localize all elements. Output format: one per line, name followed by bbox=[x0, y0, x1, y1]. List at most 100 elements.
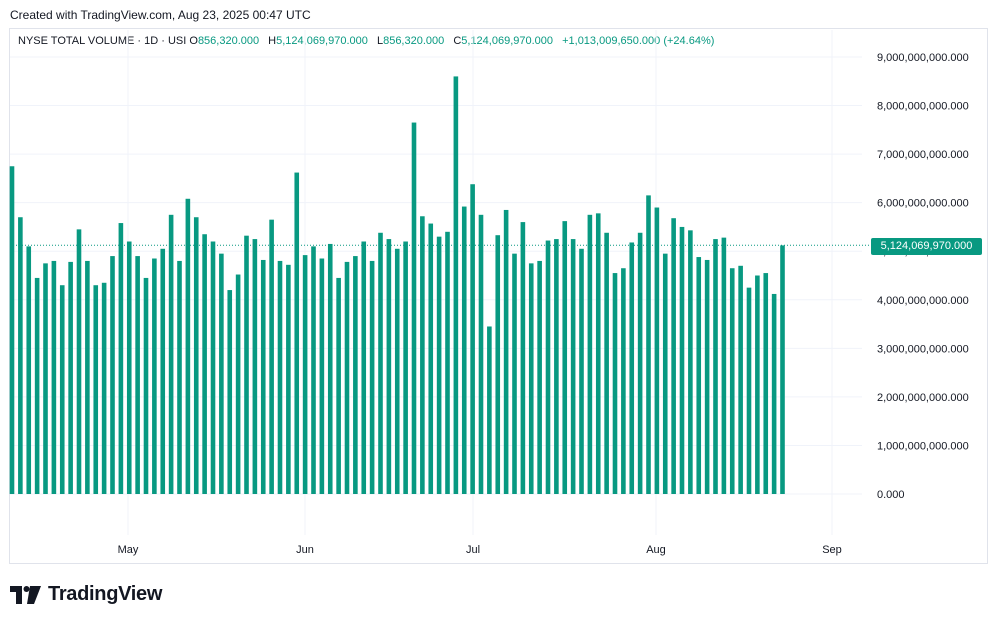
volume-bar[interactable] bbox=[662, 253, 668, 494]
low-key: L bbox=[376, 35, 384, 47]
volume-bar[interactable] bbox=[43, 263, 48, 494]
volume-bar[interactable] bbox=[512, 253, 517, 494]
volume-bar[interactable] bbox=[110, 256, 115, 494]
volume-bar[interactable] bbox=[227, 290, 233, 494]
volume-bar[interactable] bbox=[152, 258, 157, 494]
volume-bar[interactable] bbox=[520, 222, 526, 494]
volume-bar[interactable] bbox=[302, 255, 308, 494]
volume-bar[interactable] bbox=[59, 285, 65, 494]
volume-bar[interactable] bbox=[453, 76, 459, 495]
volume-bar[interactable] bbox=[260, 259, 266, 494]
volume-bar[interactable] bbox=[26, 246, 32, 494]
volume-bar[interactable] bbox=[202, 234, 207, 495]
volume-bar[interactable] bbox=[319, 258, 325, 494]
volume-bar[interactable] bbox=[461, 206, 467, 495]
volume-bar[interactable] bbox=[528, 263, 534, 494]
volume-bar[interactable] bbox=[771, 293, 777, 494]
volume-bar[interactable] bbox=[394, 248, 400, 494]
volume-bar[interactable] bbox=[18, 217, 23, 495]
volume-bar[interactable] bbox=[688, 230, 693, 494]
volume-bar[interactable] bbox=[210, 241, 216, 494]
chart-frame[interactable] bbox=[9, 28, 988, 564]
volume-bar[interactable] bbox=[763, 273, 769, 494]
volume-bar[interactable] bbox=[721, 237, 727, 494]
volume-bar[interactable] bbox=[595, 213, 601, 494]
volume-bar[interactable] bbox=[85, 260, 90, 494]
volume-bar[interactable] bbox=[177, 260, 182, 494]
volume-bar[interactable] bbox=[68, 261, 73, 494]
volume-bar[interactable] bbox=[780, 245, 785, 494]
volume-bar[interactable] bbox=[713, 239, 718, 494]
volume-bar[interactable] bbox=[679, 226, 685, 494]
volume-bar[interactable] bbox=[101, 282, 107, 494]
volume-bar[interactable] bbox=[704, 259, 710, 494]
volume-bar[interactable] bbox=[135, 256, 140, 494]
volume-bar[interactable] bbox=[244, 235, 249, 494]
volume-bar[interactable] bbox=[495, 235, 501, 494]
volume-bar[interactable] bbox=[361, 241, 367, 494]
volume-bar[interactable] bbox=[621, 268, 626, 494]
volume-bar[interactable] bbox=[403, 241, 408, 494]
volume-bar[interactable] bbox=[269, 219, 274, 494]
volume-bar[interactable] bbox=[570, 239, 576, 494]
volume-bar[interactable] bbox=[386, 239, 392, 494]
tradingview-brand[interactable]: TradingView bbox=[10, 583, 162, 606]
volume-bar[interactable] bbox=[286, 264, 291, 494]
volume-bar[interactable] bbox=[252, 239, 258, 494]
volume-bar[interactable] bbox=[503, 209, 509, 494]
volume-bar[interactable] bbox=[604, 232, 609, 494]
volume-bar[interactable] bbox=[637, 232, 643, 494]
volume-bar[interactable] bbox=[34, 277, 40, 494]
volume-bar[interactable] bbox=[378, 232, 383, 494]
volume-bar[interactable] bbox=[235, 274, 241, 494]
volume-bar[interactable] bbox=[76, 229, 82, 494]
volume-bar[interactable] bbox=[277, 260, 283, 494]
volume-bar[interactable] bbox=[478, 214, 484, 494]
brand-name: TradingView bbox=[48, 583, 163, 605]
volume-bar[interactable] bbox=[537, 260, 542, 494]
volume-bar[interactable] bbox=[411, 122, 417, 495]
x-tick-label: Aug bbox=[646, 544, 666, 556]
volume-bar[interactable] bbox=[487, 326, 492, 494]
volume-bar[interactable] bbox=[369, 260, 375, 494]
volume-bar[interactable] bbox=[579, 248, 584, 494]
volume-bar[interactable] bbox=[336, 277, 341, 494]
volume-bar[interactable] bbox=[545, 240, 551, 494]
volume-bar[interactable] bbox=[755, 275, 760, 495]
volume-bar[interactable] bbox=[436, 236, 442, 494]
volume-bar[interactable] bbox=[126, 241, 132, 494]
volume-bar[interactable] bbox=[671, 218, 676, 494]
volume-bar[interactable] bbox=[612, 273, 618, 494]
volume-bar[interactable] bbox=[143, 277, 149, 494]
volume-bar[interactable] bbox=[428, 223, 434, 495]
volume-bar[interactable] bbox=[353, 256, 358, 494]
volume-bar[interactable] bbox=[294, 172, 300, 494]
volume-bar[interactable] bbox=[587, 214, 593, 494]
volume-bar[interactable] bbox=[738, 265, 743, 494]
volume-bar[interactable] bbox=[9, 166, 15, 494]
volume-bar[interactable] bbox=[93, 285, 99, 494]
volume-bar[interactable] bbox=[696, 257, 702, 494]
volume-bar[interactable] bbox=[629, 242, 635, 494]
volume-bar[interactable] bbox=[160, 248, 166, 494]
high-key: H bbox=[268, 35, 277, 47]
volume-bar[interactable] bbox=[646, 195, 651, 494]
volume-bar[interactable] bbox=[168, 214, 174, 494]
volume-bar[interactable] bbox=[729, 268, 735, 494]
volume-bar[interactable] bbox=[51, 260, 57, 494]
volume-bar[interactable] bbox=[562, 221, 568, 494]
volume-bar[interactable] bbox=[344, 261, 350, 494]
volume-bar[interactable] bbox=[746, 287, 752, 494]
volume-bar[interactable] bbox=[327, 243, 333, 494]
volume-bar[interactable] bbox=[470, 184, 475, 494]
volume-bar[interactable] bbox=[554, 239, 559, 494]
volume-bar[interactable] bbox=[445, 231, 450, 495]
volume-bar[interactable] bbox=[193, 217, 199, 495]
volume-bar[interactable] bbox=[185, 198, 191, 494]
volume-bar[interactable] bbox=[654, 207, 660, 494]
volume-bar[interactable] bbox=[420, 216, 425, 494]
volume-bar[interactable] bbox=[219, 253, 224, 494]
volume-bar[interactable] bbox=[118, 223, 124, 494]
volume-bar[interactable] bbox=[311, 246, 316, 494]
